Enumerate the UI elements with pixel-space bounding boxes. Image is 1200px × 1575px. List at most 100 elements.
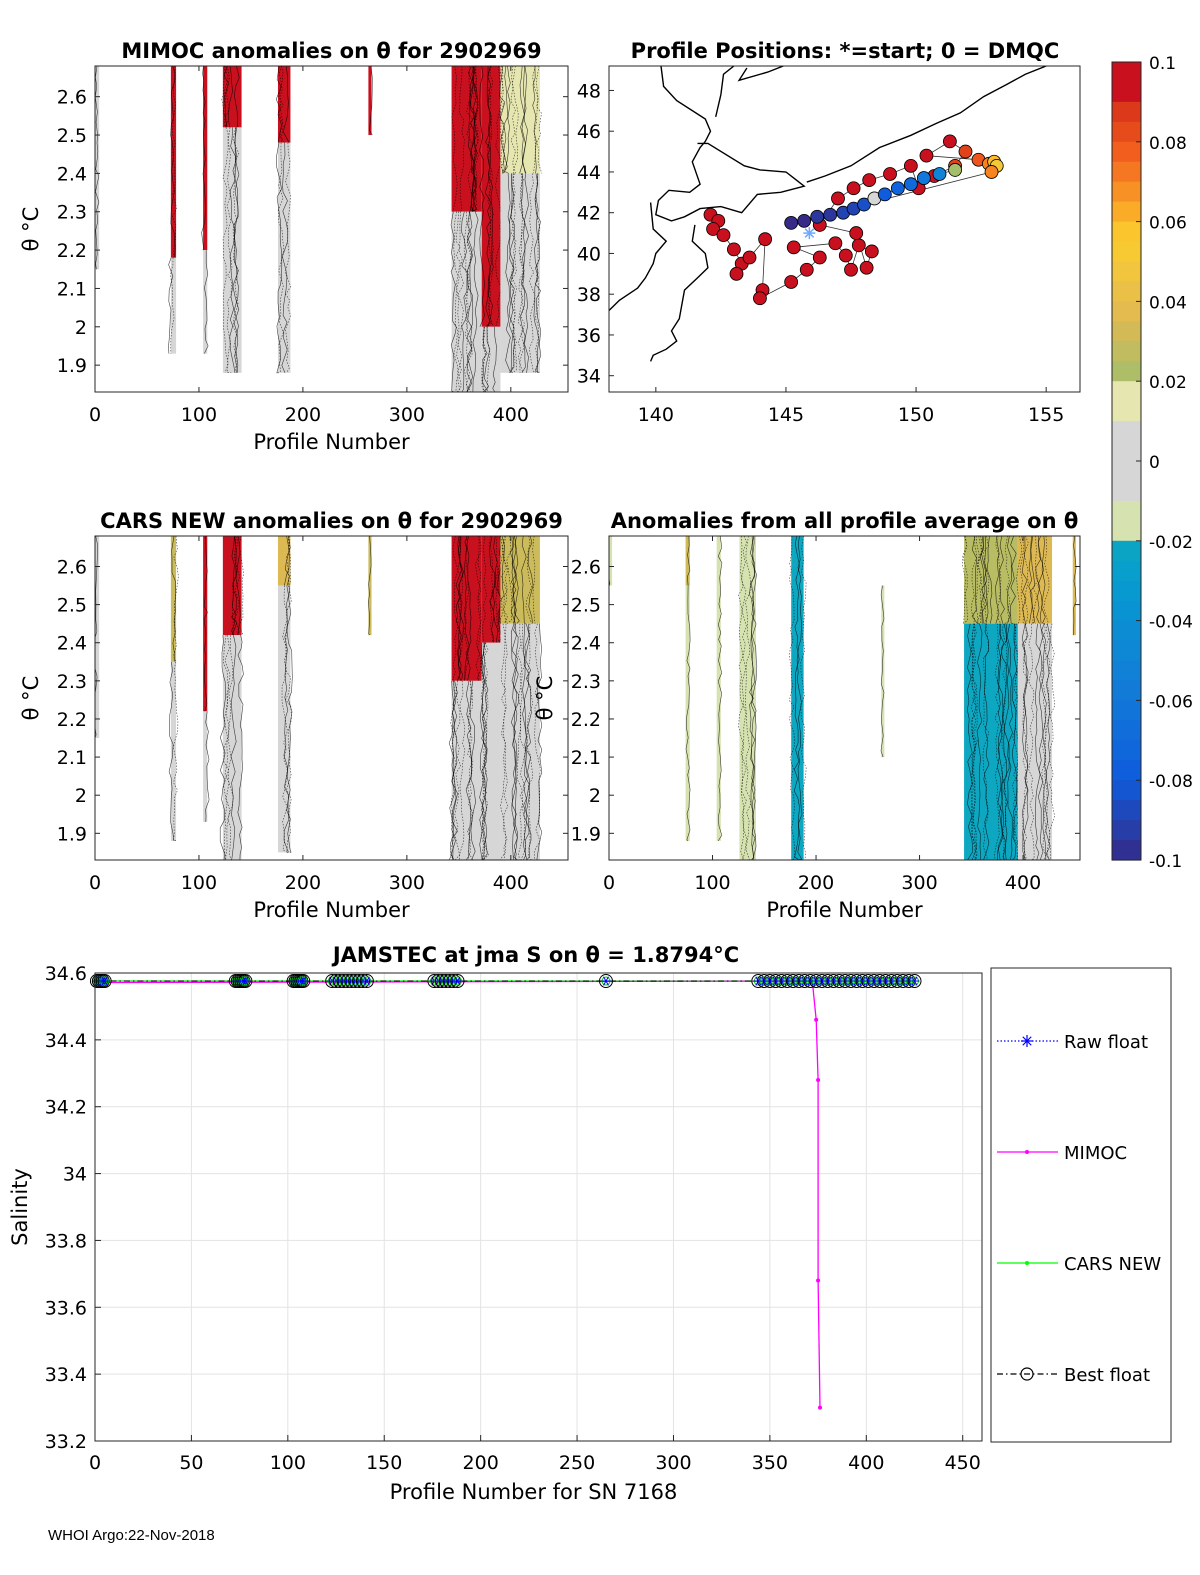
- mimoc-contour: [277, 142, 285, 373]
- cars-cell: [481, 536, 501, 643]
- allavg-contour: [609, 536, 611, 586]
- allavg-contour: [1044, 623, 1051, 860]
- sal-frame: [94, 972, 983, 1442]
- allavg-ytick-label: 1.9: [571, 823, 601, 845]
- series-best-float-point: [296, 974, 311, 989]
- coastline: [649, 224, 709, 362]
- mimoc-contour: [455, 211, 462, 392]
- legend-label: MIMOC: [1064, 1143, 1127, 1164]
- cars-contour: [496, 536, 503, 643]
- cars-ytick-label: 2.5: [57, 595, 87, 617]
- colorbar-segment: [1112, 660, 1141, 682]
- mimoc-contour: [466, 211, 473, 392]
- cars-ytick-label: 2.2: [57, 709, 87, 731]
- colorbar-tick-label: 0.02: [1149, 373, 1187, 393]
- colorbar-segment: [1112, 101, 1141, 123]
- mimoc-contour: [222, 127, 229, 373]
- mimoc-contour: [505, 173, 511, 373]
- cars-contour: [523, 623, 530, 860]
- mimoc-contour: [171, 66, 178, 258]
- mimoc-contour: [168, 257, 174, 354]
- profile-marker: [838, 248, 853, 263]
- cars-contour: [479, 642, 485, 860]
- cars-contour: [499, 623, 507, 860]
- allavg-contour: [740, 536, 748, 860]
- allavg-contour: [793, 536, 800, 860]
- allavg-ytick-label: 2.6: [571, 556, 601, 578]
- cars-ytick-label: 2.6: [57, 556, 87, 578]
- allavg-ytick-label: 2: [589, 785, 601, 807]
- cars-cell: [222, 536, 242, 636]
- cars-contour: [454, 680, 462, 860]
- allavg-contour: [971, 623, 978, 860]
- allavg-xtick-label: 300: [901, 872, 937, 894]
- mimoc-xtick-label: 300: [389, 404, 425, 426]
- mimoc-cell: [203, 250, 208, 354]
- allavg-xtick-label: 200: [798, 872, 834, 894]
- sal-xtick-label: 0: [89, 1452, 101, 1474]
- colorbar-tick-label: -0.06: [1149, 692, 1193, 712]
- series-mimoc-point: [818, 1405, 823, 1410]
- profile-marker: [903, 158, 918, 173]
- profile-marker: [786, 240, 801, 255]
- mimoc-contour: [461, 211, 468, 392]
- mimoc-cell: [170, 257, 177, 354]
- allavg-ytick-label: 2.3: [571, 671, 601, 693]
- coastline: [609, 202, 668, 311]
- mimoc-contour: [233, 127, 240, 373]
- cars-contour: [536, 623, 543, 860]
- coastline: [715, 66, 735, 118]
- profile-marker: [797, 213, 812, 228]
- legend-circle-icon: [1020, 1367, 1034, 1381]
- profile-marker: [958, 144, 973, 159]
- colorbar-segment: [1112, 720, 1141, 741]
- mimoc-cell: [222, 127, 242, 373]
- mimoc-plot: [95, 66, 543, 392]
- sal-xtick-label: 200: [463, 1452, 499, 1474]
- cars-contour: [522, 623, 528, 860]
- colorbar-segment: [1112, 520, 1141, 542]
- profile-marker: [784, 215, 799, 230]
- allavg-contour: [983, 623, 990, 860]
- mimoc-contour: [478, 66, 485, 327]
- map-plot: [609, 66, 1047, 362]
- cars-contour: [455, 536, 462, 681]
- cars-contour: [219, 635, 226, 860]
- allavg-contour: [983, 536, 989, 624]
- allavg-ytick-label: 2.5: [571, 595, 601, 617]
- allavg-xtick-label: 0: [603, 872, 615, 894]
- mimoc-contour: [519, 66, 525, 174]
- mimoc-contour: [224, 66, 230, 128]
- allavg-plot: [609, 536, 1077, 860]
- cars-ytick-label: 2: [75, 785, 87, 807]
- series-best-float-point: [97, 974, 112, 989]
- colorbar-segment: [1112, 640, 1141, 662]
- legend-star-icon: [1021, 1035, 1033, 1047]
- cars-contour: [534, 623, 541, 860]
- cars-contour: [480, 642, 488, 860]
- allavg-contour: [1073, 536, 1077, 636]
- mimoc-ylabel: θ °C: [19, 207, 43, 252]
- profile-marker: [877, 187, 892, 202]
- cars-contour: [469, 680, 476, 860]
- mimoc-contour: [281, 142, 289, 373]
- mimoc-contour: [201, 66, 206, 251]
- profile-marker: [916, 171, 931, 185]
- series-raw-float-point: [909, 976, 920, 986]
- cars-plot: [95, 536, 543, 860]
- colorbar-segment: [1112, 680, 1141, 701]
- mimoc-contour: [504, 66, 511, 174]
- mimoc-contour: [510, 66, 516, 174]
- mimoc-contour: [95, 66, 100, 270]
- colorbar-segment: [1112, 401, 1141, 422]
- allavg-ytick-label: 2.2: [571, 709, 601, 731]
- allavg-contour: [1023, 536, 1029, 624]
- map-ytick-label: 36: [577, 325, 601, 347]
- map-xtick-label: 140: [638, 404, 674, 426]
- colorbar-segment: [1112, 580, 1141, 602]
- cars-contour: [457, 536, 464, 681]
- cars-contour: [532, 536, 537, 624]
- mimoc-contour: [499, 66, 504, 174]
- mimoc-title: MIMOC anomalies on θ for 2902969: [121, 39, 541, 63]
- series-mimoc-point: [814, 1017, 819, 1022]
